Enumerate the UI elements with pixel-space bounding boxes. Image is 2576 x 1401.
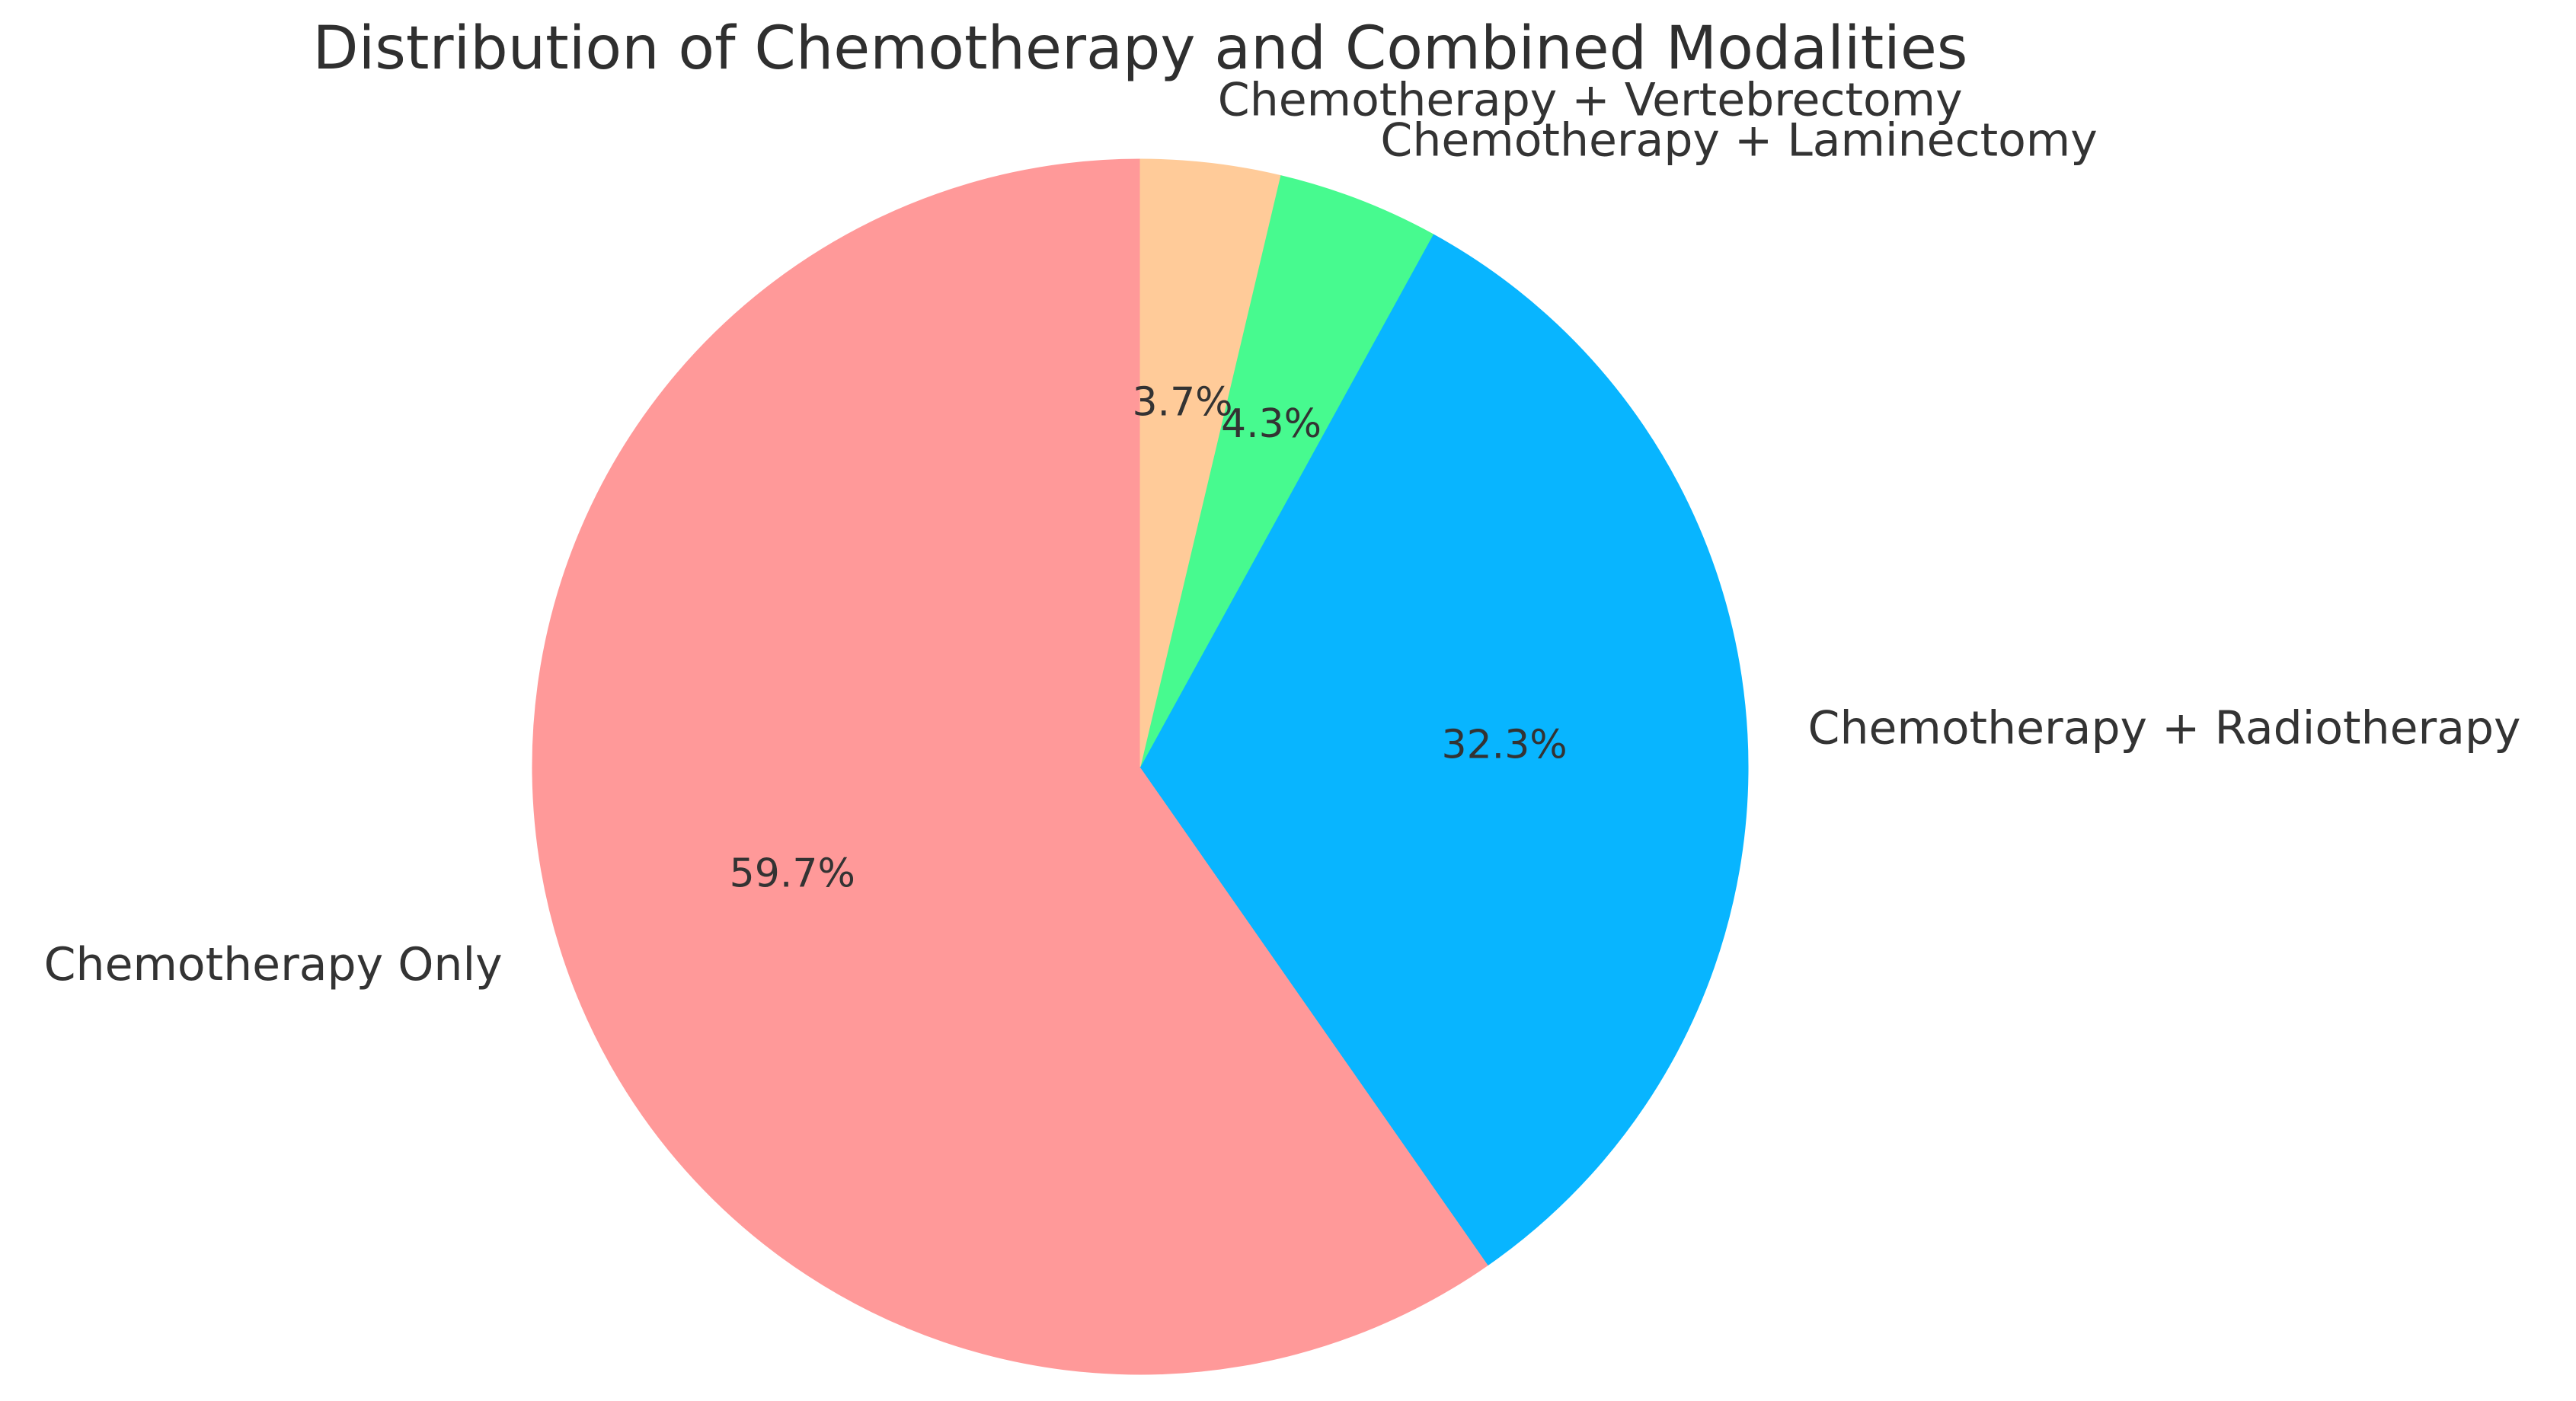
chart-title: Distribution of Chemotherapy and Combine… [313, 14, 1968, 83]
pie-slices [532, 158, 1749, 1375]
pie-slice-chemotherapy-laminectomy [1139, 174, 1434, 768]
slice-label-chemotherapy-laminectomy: Chemotherapy + Laminectomy [1380, 113, 2097, 167]
pie-slice-chemotherapy-radiotherapy [1139, 234, 1749, 1266]
pie-labels: Chemotherapy Only 59.7% Chemotherapy + Rad… [44, 74, 2521, 991]
slice-percent-chemotherapy-laminectomy: 4.3% [1221, 401, 1322, 447]
slice-label-chemotherapy-only: Chemotherapy Only [44, 938, 503, 991]
slice-percent-chemotherapy-radiotherapy: 32.3% [1442, 722, 1568, 768]
slice-label-chemotherapy-radiotherapy: Chemotherapy + Radiotherapy [1808, 702, 2521, 755]
slice-percent-chemotherapy-only: 59.7% [730, 851, 855, 897]
pie-slice-chemotherapy-only [532, 158, 1489, 1375]
pie-slice-chemotherapy-vertebrectomy [1139, 158, 1281, 768]
slice-label-chemotherapy-vertebrectomy: Chemotherapy + Vertebrectomy [1218, 74, 1963, 127]
slice-percent-chemotherapy-vertebrectomy: 3.7% [1132, 379, 1232, 425]
